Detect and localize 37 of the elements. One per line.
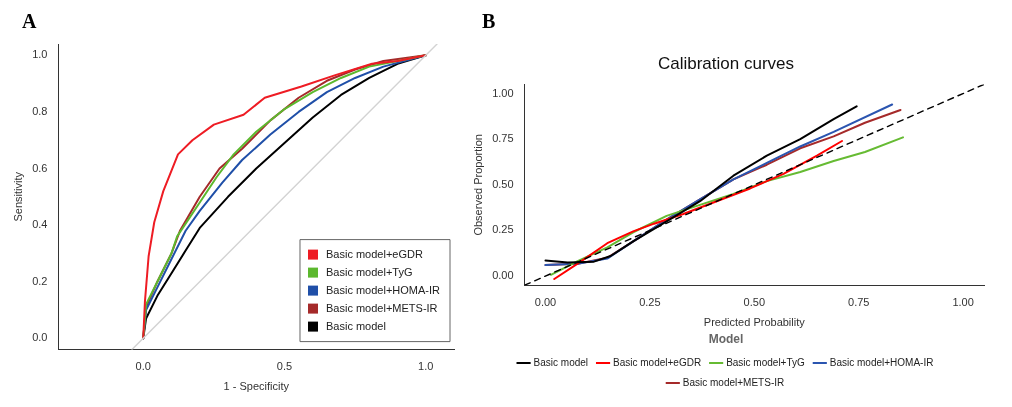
x-tick-label: 1.0	[418, 360, 434, 373]
legend-label: Basic model+HOMA-IR	[829, 356, 934, 368]
legend-label: Basic model+eGDR	[326, 247, 423, 260]
y-axis-title: Observed Proportion	[471, 134, 484, 236]
legend-label: Basic model	[326, 319, 386, 332]
x-tick-label: 0.25	[639, 295, 661, 308]
legend-label: Basic model+METS-IR	[326, 301, 438, 314]
y-tick-label: 0.0	[32, 331, 48, 344]
y-tick-label: 0.00	[492, 269, 514, 282]
chart-title: Calibration curves	[657, 53, 795, 73]
x-axis-title: Predicted Probability	[703, 316, 806, 329]
x-tick-label: 0.0	[135, 360, 151, 373]
x-tick-label: 0.5	[276, 360, 293, 373]
y-tick-label: 0.50	[492, 177, 514, 190]
x-tick-label: 1.00	[952, 295, 974, 308]
text: A	[22, 10, 37, 33]
legend-label: Basic model	[533, 356, 589, 368]
y-tick-label: 0.75	[492, 132, 514, 145]
legend-label: Basic model+HOMA-IR	[326, 283, 441, 296]
x-tick-label: 0.50	[743, 295, 766, 308]
y-axis-title: Sensitivity	[11, 171, 24, 222]
x-tick-label: 0.75	[848, 295, 870, 308]
y-tick-label: 1.0	[32, 48, 48, 61]
y-tick-label: 0.25	[492, 223, 514, 236]
legend-label: Basic model+eGDR	[613, 356, 702, 368]
y-tick-label: 0.4	[32, 218, 48, 231]
y-tick-label: 1.00	[492, 86, 514, 99]
x-axis-title: 1 - Specificity	[223, 380, 290, 393]
x-tick-label: 0.00	[534, 295, 557, 308]
y-tick-label: 0.8	[32, 104, 48, 117]
y-tick-label: 0.2	[32, 274, 48, 287]
legend-label: Basic model+TyG	[726, 356, 805, 368]
legend-label: Basic model+TyG	[326, 265, 413, 278]
legend-title: Model	[708, 331, 744, 346]
legend-label: Basic model+METS-IR	[682, 376, 785, 388]
text: B	[482, 10, 496, 33]
y-tick-label: 0.6	[32, 161, 48, 174]
